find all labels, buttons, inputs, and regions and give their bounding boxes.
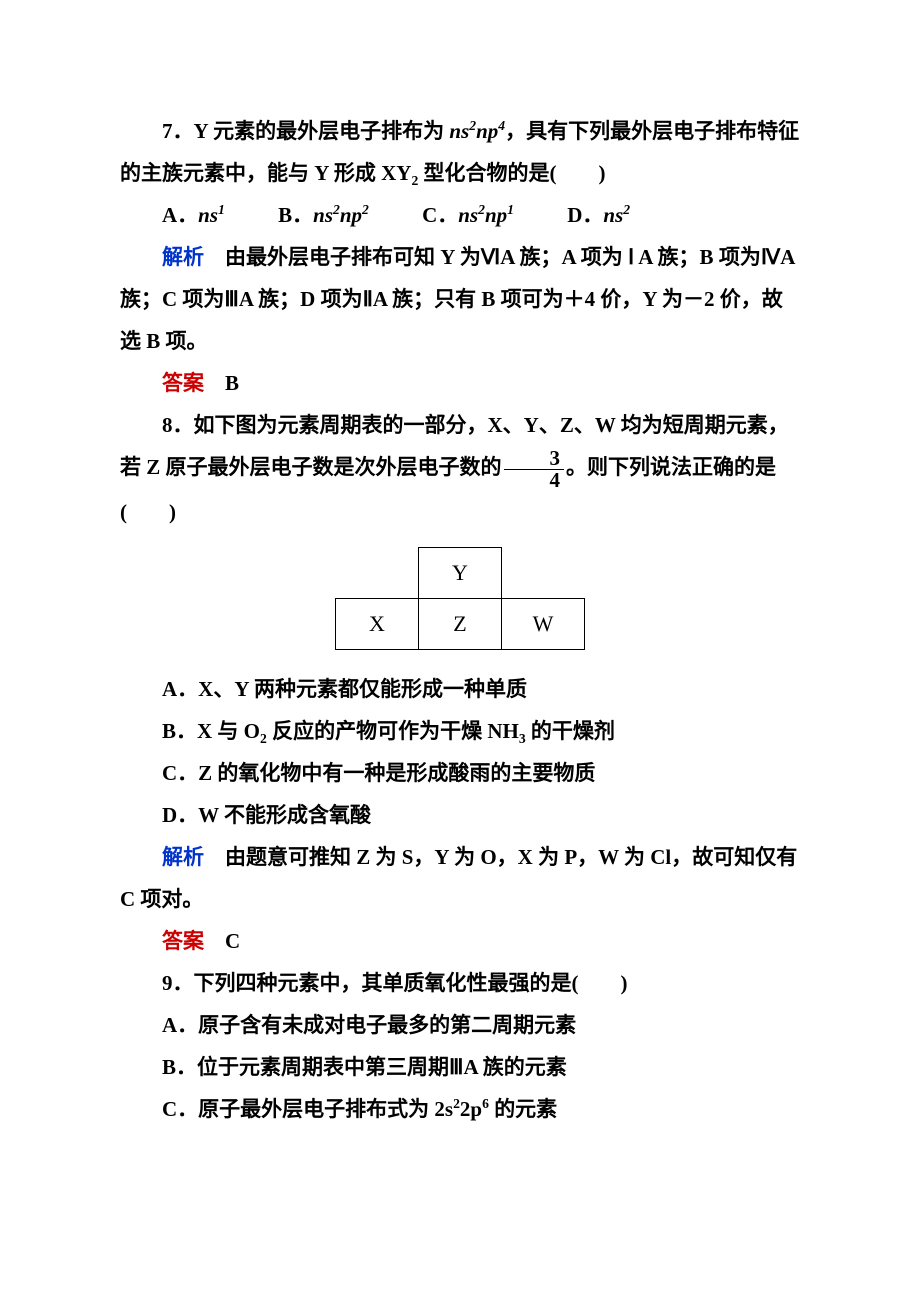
q8-stem-c: ( ) <box>120 500 176 524</box>
q7-optA-label: A． <box>162 203 198 227</box>
q7-analysis: 解析 由最外层电子排布可知 Y 为ⅥA 族；A 项为 Ⅰ A 族；B 项为ⅣA … <box>120 236 800 362</box>
q7-optA: ns1 <box>198 203 225 227</box>
table-row: Y <box>336 547 585 598</box>
q8-answer: 答案 C <box>120 920 800 962</box>
q7-options: A．ns1 B．ns2np2 C．ns2np1 D．ns2 <box>120 194 800 236</box>
table-row: X Z W <box>336 598 585 649</box>
answer-label: 答案 <box>162 929 204 953</box>
q9-optC: C．原子最外层电子排布式为 2s22p6 的元素 <box>120 1088 800 1130</box>
cell-X: X <box>336 598 419 649</box>
q7-answer-text: B <box>204 371 239 395</box>
q8-stem: 8．如下图为元素周期表的一部分，X、Y、Z、W 均为短周期元素，若 Z 原子最外… <box>120 404 800 491</box>
q7-answer: 答案 B <box>120 362 800 404</box>
q7-config: ns2np4 <box>449 119 505 143</box>
q9-optA: A．原子含有未成对电子最多的第二周期元素 <box>120 1004 800 1046</box>
q7-analysis-text: 由最外层电子排布可知 Y 为ⅥA 族；A 项为 Ⅰ A 族；B 项为ⅣA 族；C… <box>120 245 794 353</box>
q8-analysis-text: 由题意可推知 Z 为 S，Y 为 O，X 为 P，W 为 Cl，故可知仅有 C … <box>120 845 797 911</box>
q7-optD: ns2 <box>603 203 630 227</box>
q8-stem-paren: ( ) <box>120 491 800 533</box>
q7-optC-label: C． <box>422 203 458 227</box>
periodic-table-fragment: Y X Z W <box>120 547 800 650</box>
q7-stem-a: 7．Y 元素的最外层电子排布为 <box>162 119 449 143</box>
element-table: Y X Z W <box>335 547 585 650</box>
q7-optC: ns2np1 <box>458 203 514 227</box>
q7-optB: ns2np2 <box>313 203 369 227</box>
q8-optC: C．Z 的氧化物中有一种是形成酸雨的主要物质 <box>120 752 800 794</box>
cell-Y: Y <box>419 547 502 598</box>
cell-Z: Z <box>419 598 502 649</box>
fraction: 34 <box>504 448 565 491</box>
q8-stem-b: 。则下列说法正确的是 <box>566 455 776 479</box>
q7-stem: 7．Y 元素的最外层电子排布为 ns2np4，具有下列最外层电子排布特征的主族元… <box>120 110 800 194</box>
q8-analysis: 解析 由题意可推知 Z 为 S，Y 为 O，X 为 P，W 为 Cl，故可知仅有… <box>120 836 800 920</box>
q9-optB: B．位于元素周期表中第三周期ⅢA 族的元素 <box>120 1046 800 1088</box>
frac-den: 4 <box>504 470 565 491</box>
cell-empty <box>502 547 585 598</box>
answer-label: 答案 <box>162 371 204 395</box>
q8-optD: D．W 不能形成含氧酸 <box>120 794 800 836</box>
q8-optB: B．X 与 O2 反应的产物可作为干燥 NH3 的干燥剂 <box>120 710 800 752</box>
cell-empty <box>336 547 419 598</box>
analysis-label: 解析 <box>162 245 204 269</box>
frac-num: 3 <box>504 448 565 470</box>
analysis-label: 解析 <box>162 845 204 869</box>
q7-optD-label: D． <box>567 203 603 227</box>
q9-stem: 9．下列四种元素中，其单质氧化性最强的是( ) <box>120 962 800 1004</box>
q7-optB-label: B． <box>278 203 313 227</box>
q8-answer-text: C <box>204 929 240 953</box>
q8-optA: A．X、Y 两种元素都仅能形成一种单质 <box>120 668 800 710</box>
document-page: 7．Y 元素的最外层电子排布为 ns2np4，具有下列最外层电子排布特征的主族元… <box>0 0 920 1302</box>
q7-stem-c: 型化合物的是( ) <box>418 161 605 185</box>
cell-W: W <box>502 598 585 649</box>
